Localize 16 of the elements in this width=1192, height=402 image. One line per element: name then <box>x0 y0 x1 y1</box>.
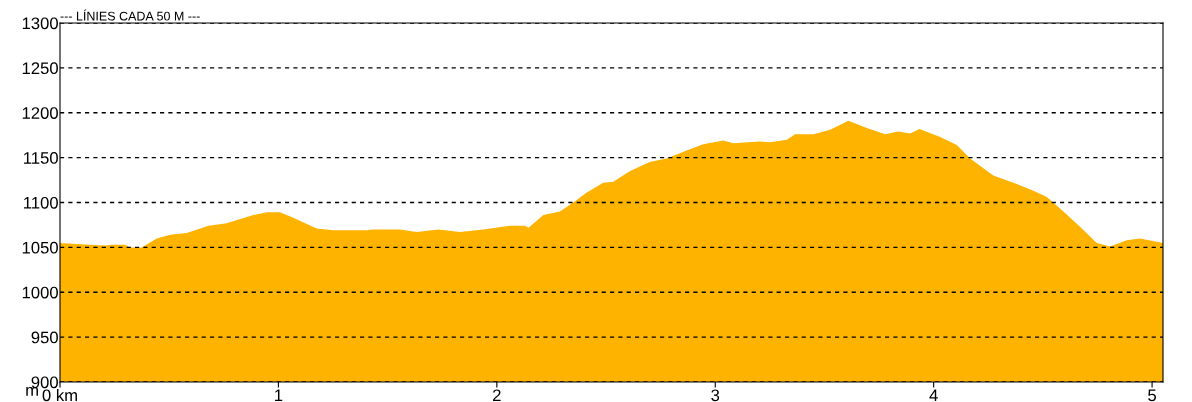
y-tick-label: 1000 <box>22 286 58 299</box>
y-tick-label: 1300 <box>22 17 58 30</box>
x-tick-label: 2 <box>493 389 501 402</box>
y-tick-label: 1150 <box>24 152 58 164</box>
y-tick-label: 1250 <box>22 62 58 75</box>
y-tick-label: 900 <box>31 376 58 389</box>
x-tick-label: 3 <box>711 389 720 402</box>
x-tick-label: 1 <box>275 389 283 402</box>
x-tick-label: 0 km <box>42 388 77 402</box>
y-tick-label: 1050 <box>22 241 58 254</box>
y-tick-label: 1200 <box>22 107 58 119</box>
y-tick-label: 950 <box>31 331 58 344</box>
x-tick-label: 4 <box>929 389 938 402</box>
x-tick-label: 5 <box>1148 389 1157 402</box>
chart-title: --- LÍNIES CADA 50 M --- <box>60 9 200 21</box>
y-tick-label: 1100 <box>24 196 58 209</box>
